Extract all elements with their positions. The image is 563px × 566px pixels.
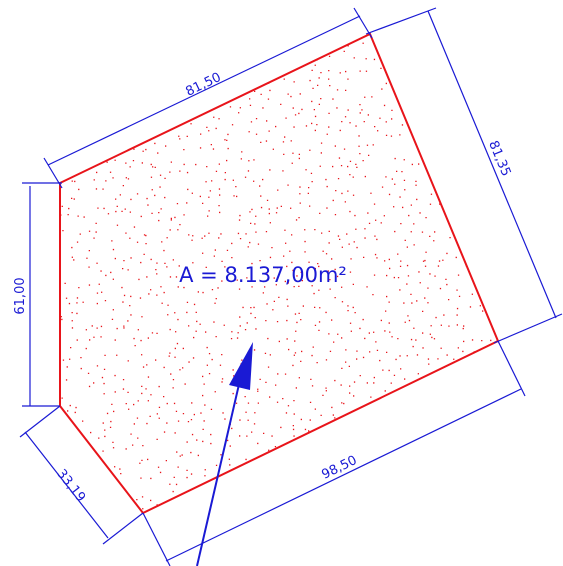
extension-line-top-right bbox=[353, 7, 373, 39]
dimension-bottom: 98,50 bbox=[142, 340, 526, 566]
dimension-line-right bbox=[427, 10, 557, 319]
arrow-head bbox=[229, 342, 253, 390]
extension-line-bottom-left-bottom bbox=[102, 512, 144, 545]
extension-line-bottom-left-top bbox=[19, 405, 61, 438]
plot-boundary bbox=[59, 32, 500, 515]
dimension-line-top bbox=[47, 15, 361, 166]
leader-arrow bbox=[196, 342, 253, 566]
dimension-top: 81,50 bbox=[43, 7, 373, 189]
dimension-label-top: 81,50 bbox=[183, 70, 223, 100]
dimension-label-left: 61,00 bbox=[13, 277, 28, 314]
extension-line-bottom-right bbox=[497, 340, 526, 397]
dimension-label-bottom: 98,50 bbox=[319, 453, 359, 483]
extension-line-right-bottom bbox=[493, 313, 563, 344]
dimension-label-bottom-left: 33,19 bbox=[53, 467, 88, 506]
dimension-line-bottom bbox=[165, 388, 522, 562]
dimension-right: 81,35 bbox=[365, 7, 563, 344]
extension-line-bottom-left bbox=[142, 512, 171, 566]
dimension-line-bottom-left bbox=[24, 431, 109, 539]
area-label: A = 8.137,00m² bbox=[179, 263, 347, 287]
dimension-bottom-left: 33,19 bbox=[19, 405, 144, 545]
leader-line bbox=[196, 379, 241, 566]
dimension-left: 61,00 bbox=[13, 182, 62, 407]
extension-line-right-top bbox=[365, 7, 437, 35]
